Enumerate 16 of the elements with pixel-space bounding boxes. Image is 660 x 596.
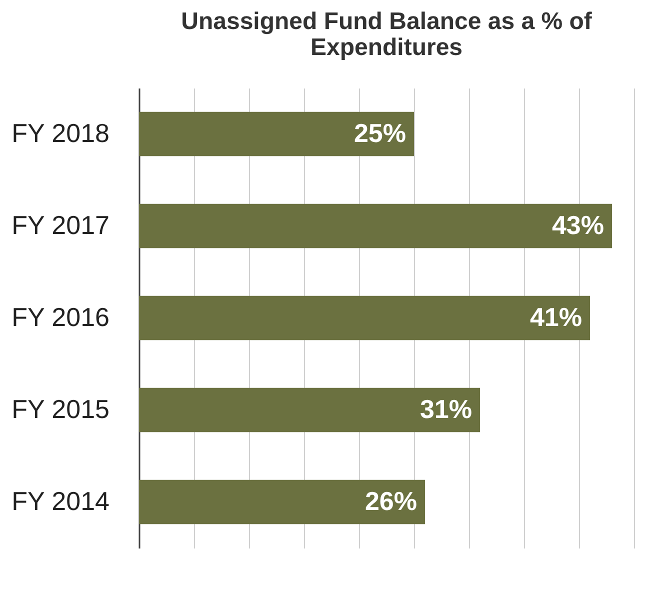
- y-tick-label: FY 2016: [12, 302, 110, 332]
- bar: [139, 480, 425, 524]
- y-tick-label: FY 2018: [12, 118, 110, 148]
- bar: [139, 112, 414, 156]
- chart-title: Unassigned Fund Balance as a % of Expenditures: [181, 8, 593, 61]
- data-label: 43%: [552, 210, 604, 240]
- data-label: 25%: [354, 118, 406, 148]
- bar: [139, 296, 590, 340]
- y-tick-label: FY 2014: [12, 486, 110, 516]
- y-tick-label: FY 2017: [12, 210, 110, 240]
- data-label: 41%: [530, 302, 582, 332]
- bar: [139, 204, 612, 248]
- bar: [139, 388, 480, 432]
- data-label: 31%: [420, 394, 472, 424]
- y-tick-label: FY 2015: [12, 394, 110, 424]
- data-label: 26%: [364, 486, 417, 516]
